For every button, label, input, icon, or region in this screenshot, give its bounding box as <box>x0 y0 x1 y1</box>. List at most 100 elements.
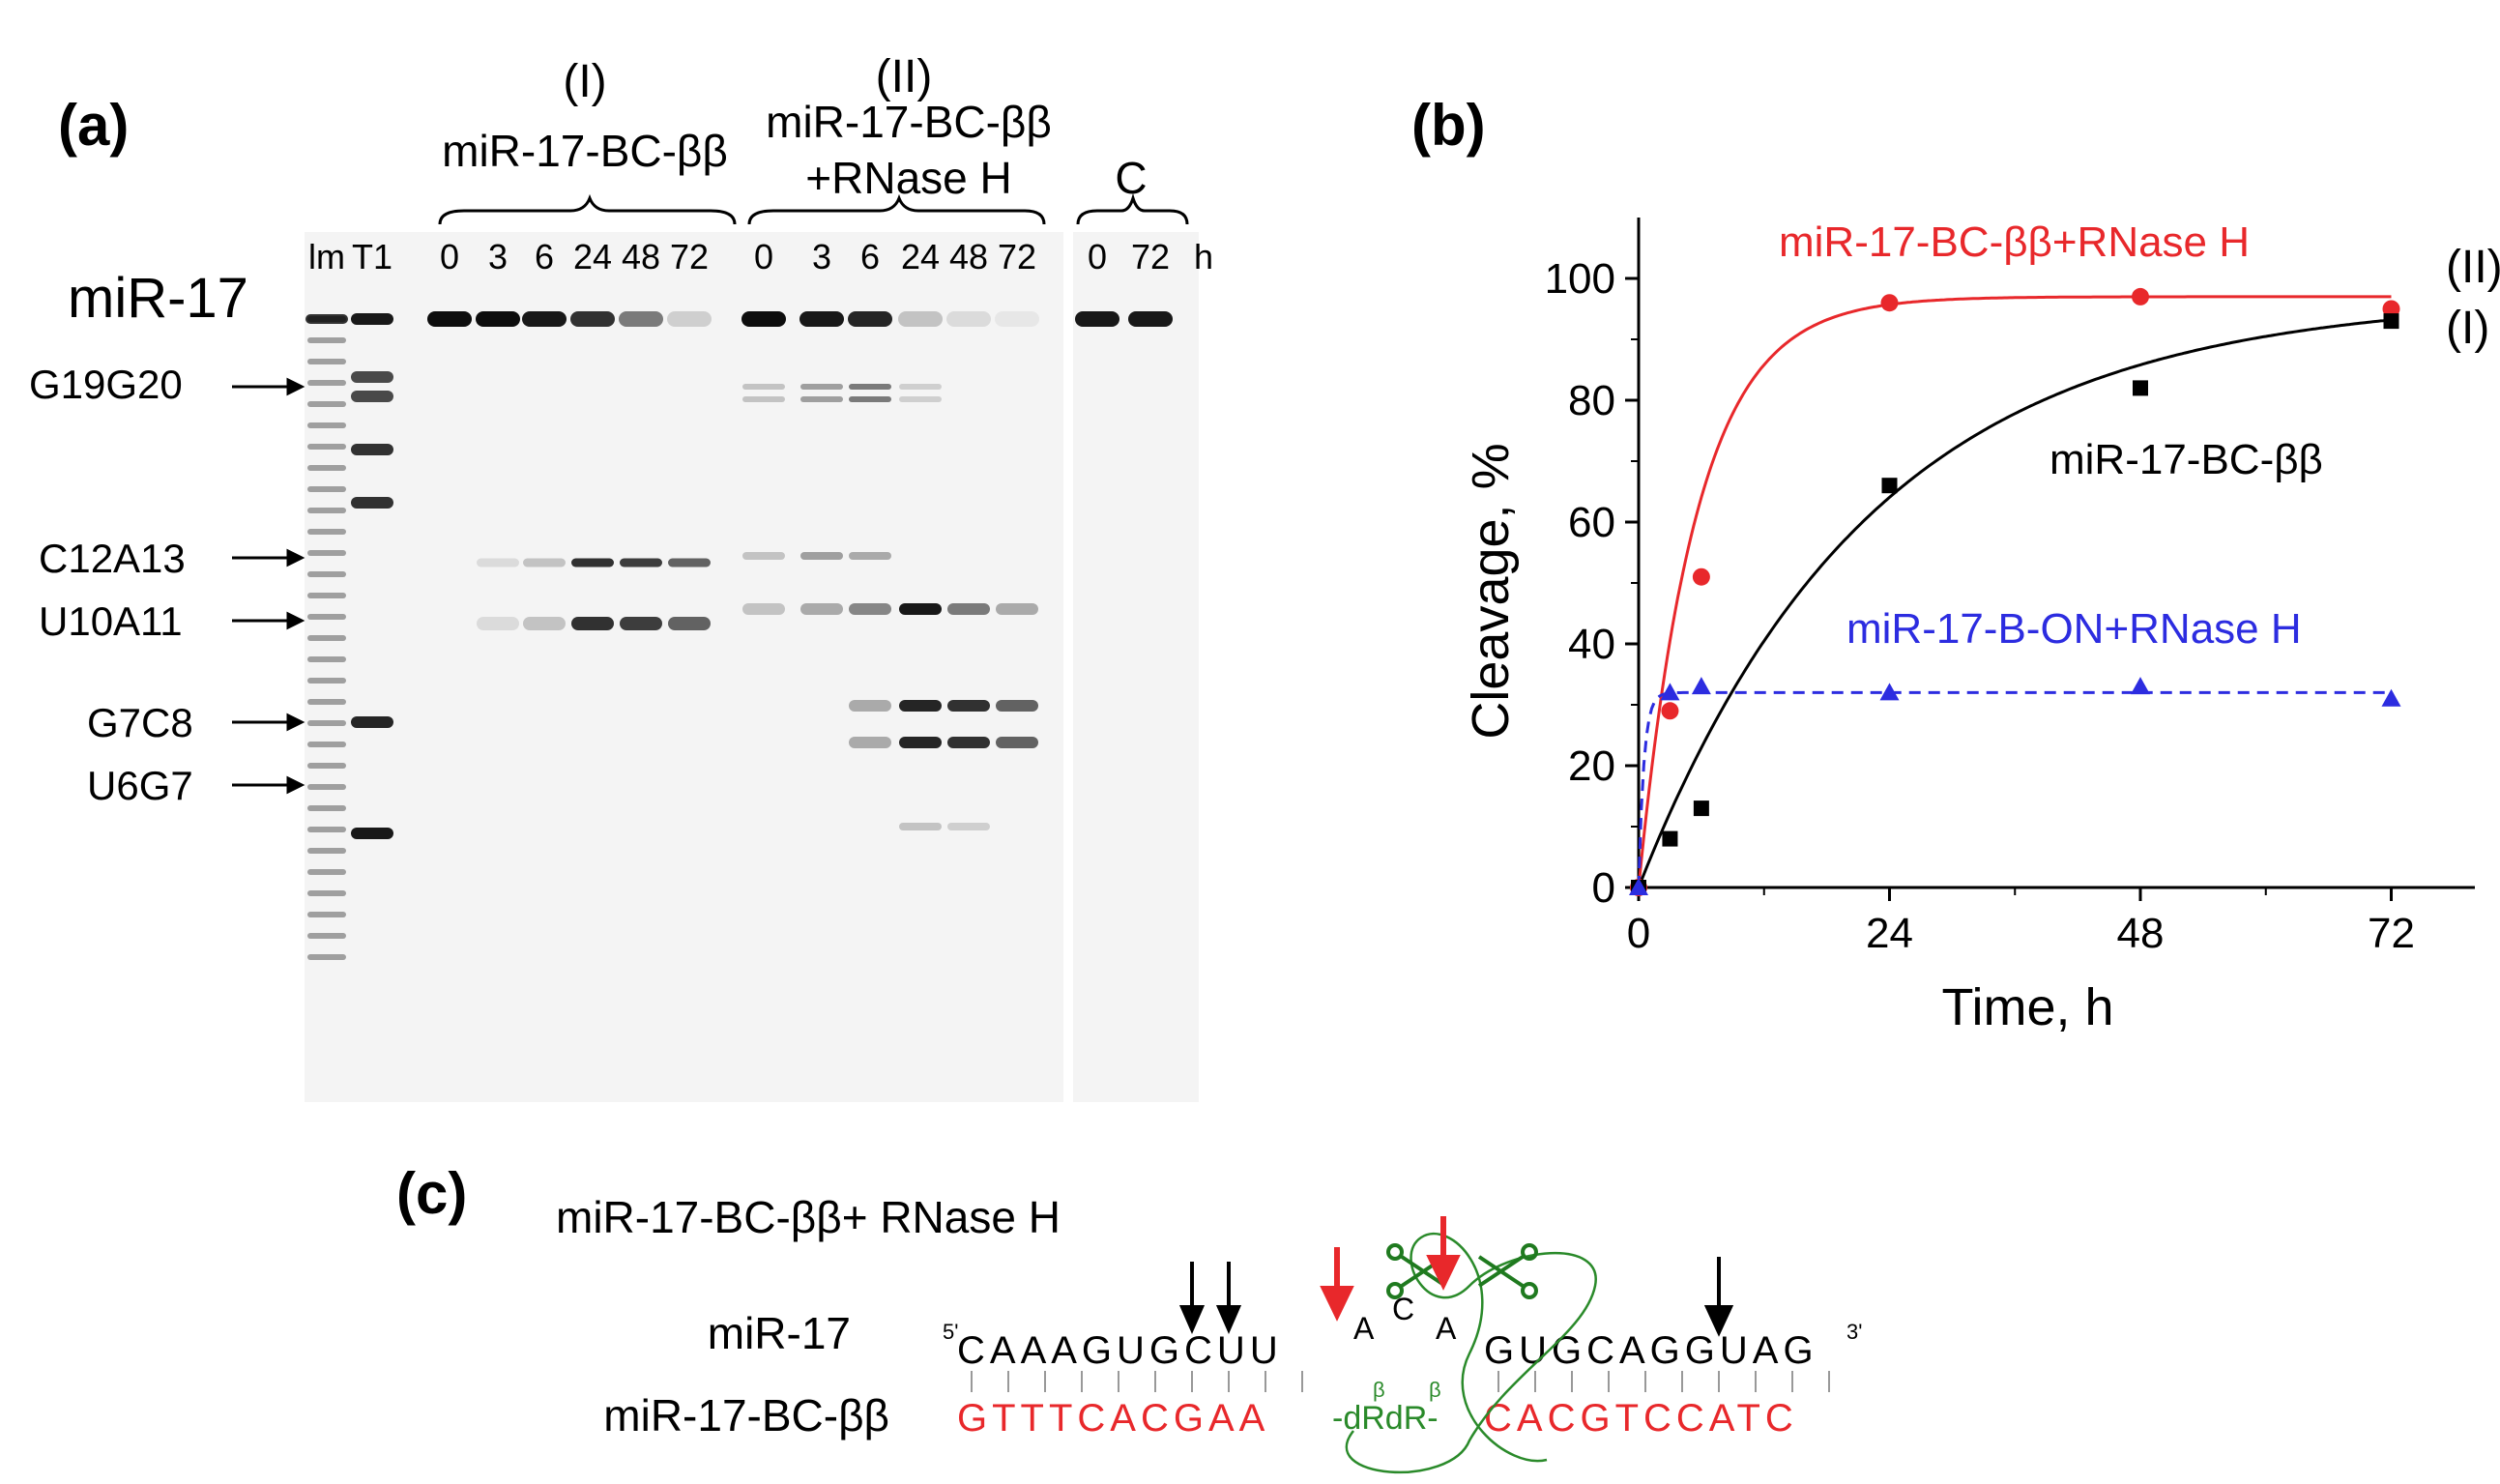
gel-band <box>307 699 346 705</box>
gel-band <box>307 337 346 343</box>
gel-band <box>307 508 346 513</box>
gel-band <box>307 571 346 577</box>
series-label: miR-17-B-ON+RNase H <box>1846 605 2302 653</box>
catalytic-loop <box>1345 1232 1597 1474</box>
gel-band <box>307 678 346 684</box>
row-label-bc: miR-17-BC-ββ <box>603 1390 889 1440</box>
gel-band <box>307 656 346 662</box>
gel-band <box>307 444 346 450</box>
gel-band <box>351 716 393 728</box>
gel-band <box>620 617 662 630</box>
lane-label: lm <box>308 237 345 276</box>
gel-band <box>899 603 942 615</box>
gel-band <box>800 396 843 402</box>
gel-band <box>849 396 891 402</box>
panel-a-label: (a) <box>58 93 129 158</box>
x-tick-label: 48 <box>2117 910 2165 957</box>
fit-curve <box>1637 295 2392 888</box>
gel-band <box>522 311 567 327</box>
gel-band <box>898 311 943 327</box>
data-point <box>1629 878 1648 895</box>
beta-label-2: β <box>1429 1378 1441 1402</box>
gel-band <box>849 700 891 712</box>
lane-label: 24 <box>901 237 940 276</box>
data-point <box>1661 702 1679 720</box>
gel-band <box>742 384 785 390</box>
gel-band <box>427 311 472 327</box>
gel-band <box>742 552 785 560</box>
gel-band <box>849 737 891 748</box>
data-point <box>1879 683 1900 701</box>
lane-label: 24 <box>573 237 612 276</box>
gel-band <box>899 384 942 390</box>
gel-bands <box>305 311 1173 960</box>
group2-name: miR-17-BC-ββ <box>766 97 1052 147</box>
gel-band <box>849 552 891 560</box>
gel-band <box>307 635 346 641</box>
gel-band <box>667 311 712 327</box>
gel-band <box>476 311 520 327</box>
group2-roman: (II) <box>876 51 933 102</box>
group2-brace <box>747 193 1046 225</box>
data-point <box>1691 677 1711 695</box>
gel-main <box>305 232 1063 1102</box>
gel-band <box>668 617 711 630</box>
gel-band <box>307 890 346 896</box>
x-tick-label: 24 <box>1866 910 1913 957</box>
series-label: miR-17-BC-ββ <box>2049 436 2323 483</box>
gel-band <box>571 558 614 567</box>
series-label: miR-17-BC-ββ+RNase H <box>1779 218 2250 266</box>
group3-name: C <box>1115 153 1147 203</box>
seq-3prime: 3' <box>1846 1320 1862 1344</box>
y-tick-label: 60 <box>1568 499 1615 546</box>
lane-label: 6 <box>535 237 554 276</box>
gel-band <box>620 558 662 567</box>
gel-band <box>307 742 346 747</box>
y-tick-label: 80 <box>1568 377 1615 424</box>
gel-band <box>307 869 346 875</box>
y-tick-label: 0 <box>1592 864 1615 912</box>
fit-curve <box>1637 690 2392 888</box>
gel-band <box>307 401 346 407</box>
dRdR-linker: -dRdR- <box>1332 1400 1439 1437</box>
panel-b-label: (b) <box>1411 93 1486 158</box>
gel-band <box>947 737 990 748</box>
group3-brace <box>1076 192 1189 225</box>
gel-band <box>947 700 990 712</box>
gel-band <box>307 763 346 769</box>
gel-band <box>668 558 711 567</box>
gel-band <box>477 617 519 630</box>
band-label-g19g20: G19G20 <box>29 362 183 407</box>
series-tag: (II) <box>2446 242 2500 293</box>
gel-band <box>800 603 843 615</box>
lane-label: T1 <box>352 237 392 276</box>
lane-label: 0 <box>754 237 773 276</box>
gel-band <box>848 311 892 327</box>
data-point <box>2383 313 2399 330</box>
gel-band <box>307 359 346 364</box>
gel-band <box>477 558 519 567</box>
data-point <box>1660 683 1680 701</box>
data-point <box>1692 567 1710 586</box>
x-axis-label: Time, h <box>1941 978 2113 1036</box>
lane-label: 48 <box>949 237 988 276</box>
gel-band <box>800 384 843 390</box>
gel-band <box>307 848 346 854</box>
y-tick-label: 40 <box>1568 621 1615 668</box>
bulge-a1: A <box>1353 1311 1375 1346</box>
bc-seq-part2: CACGTCCATC <box>1484 1397 1798 1440</box>
gel-control <box>1073 232 1199 1102</box>
gel-band <box>351 497 393 509</box>
gel-band <box>619 311 663 327</box>
gel-band <box>307 486 346 492</box>
y-axis-label: Cleavage, % <box>1462 443 1520 739</box>
gel-band <box>571 617 614 630</box>
gel-band <box>351 828 393 839</box>
gel-band <box>742 603 785 615</box>
gel-band <box>307 933 346 939</box>
gel-band <box>351 391 393 402</box>
band-label-u10a11: U10A11 <box>39 598 183 644</box>
data-point <box>1880 294 1899 312</box>
panel-c-label: (c) <box>396 1161 467 1226</box>
group2-name-line2: +RNase H <box>805 153 1011 203</box>
